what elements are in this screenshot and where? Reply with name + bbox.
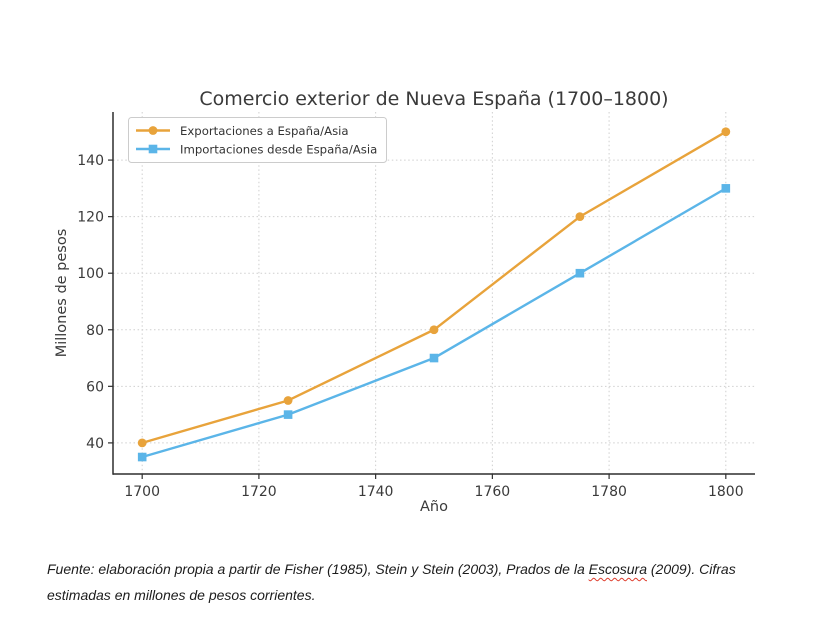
x-axis-label: Año bbox=[420, 499, 448, 515]
x-tick-label: 1720 bbox=[241, 484, 277, 500]
legend-marker bbox=[148, 126, 158, 135]
legend-item: Importaciones desde España/Asia bbox=[136, 143, 377, 157]
legend-box bbox=[128, 117, 387, 163]
series-1 bbox=[137, 184, 731, 462]
x-tick-label: 1780 bbox=[591, 484, 627, 500]
y-axis-label: Millones de pesos bbox=[54, 229, 70, 358]
data-point bbox=[575, 212, 585, 222]
chart-title: Comercio exterior de Nueva España (1700–… bbox=[199, 88, 668, 110]
y-tick-label: 140 bbox=[77, 153, 104, 169]
legend: Exportaciones a España/Asia Importaciones… bbox=[128, 117, 387, 163]
data-point bbox=[137, 452, 147, 462]
series-line bbox=[141, 130, 727, 445]
chart-figure: 1700 1720 1740 1760 1780 1800 40 60 80 100 120 140 C… bbox=[54, 88, 755, 515]
y-tick-label: 100 bbox=[77, 266, 104, 282]
data-point bbox=[283, 410, 293, 419]
caption-text-lead: Fuente: elaboración propia a partir de F… bbox=[47, 561, 589, 577]
y-tick-label: 60 bbox=[86, 379, 104, 395]
legend-label: Exportaciones a España/Asia bbox=[180, 124, 349, 138]
data-point bbox=[721, 127, 731, 137]
y-tick-label: 120 bbox=[77, 210, 104, 226]
x-tick-label: 1800 bbox=[708, 484, 744, 500]
data-point bbox=[137, 438, 147, 448]
trade-line-chart: 1700 1720 1740 1760 1780 1800 40 60 80 100 120 140 C… bbox=[54, 88, 755, 515]
legend-marker bbox=[148, 144, 158, 154]
series-0 bbox=[137, 127, 731, 448]
data-point bbox=[429, 325, 439, 335]
legend-label: Importaciones desde España/Asia bbox=[180, 143, 377, 157]
x-tick-label: 1740 bbox=[358, 484, 394, 500]
caption-text-trail: (2009). Cifras estimadas en millones de … bbox=[47, 561, 736, 603]
x-tick-label: 1700 bbox=[124, 484, 160, 500]
data-point bbox=[429, 353, 439, 363]
data-point bbox=[721, 184, 731, 193]
source-caption: Fuente: elaboración propia a partir de F… bbox=[47, 557, 771, 608]
y-tick-label: 40 bbox=[86, 436, 104, 452]
data-point bbox=[283, 396, 293, 405]
y-tick-label: 80 bbox=[86, 323, 104, 339]
misspelled-word: Escosura bbox=[588, 561, 647, 577]
legend-item: Exportaciones a España/Asia bbox=[136, 124, 349, 138]
data-point bbox=[575, 268, 585, 278]
x-tick-label: 1760 bbox=[475, 484, 511, 500]
